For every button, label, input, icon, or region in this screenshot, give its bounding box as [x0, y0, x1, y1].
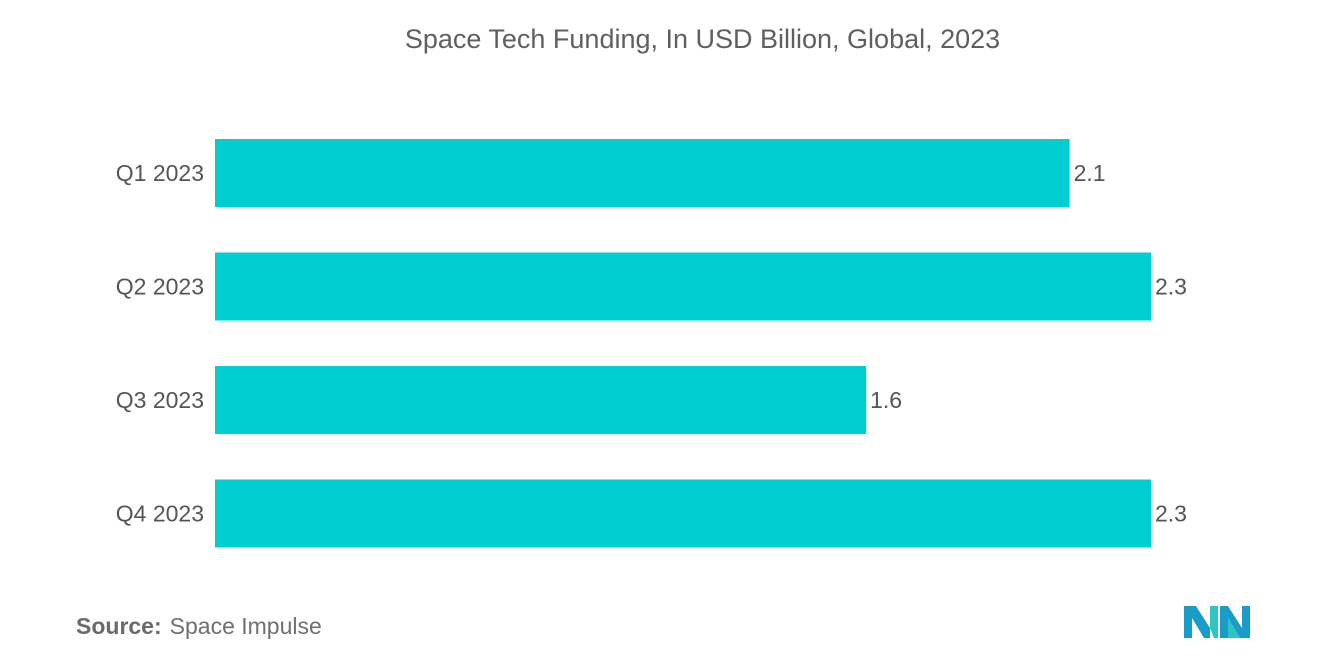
bar-q2-2023	[215, 252, 1151, 321]
category-label: Q4 2023	[116, 501, 204, 527]
category-label: Q2 2023	[116, 274, 204, 300]
source-line: Source: Space Impulse	[76, 613, 322, 640]
bar-chart: Q1 2023 2.1 Q2 2023 2.3 Q3 2023 1.6 Q4 2023 2.3	[116, 139, 1187, 548]
category-label: Q1 2023	[116, 160, 204, 186]
source-value: Space Impulse	[169, 613, 322, 639]
bar-q1-2023	[215, 139, 1070, 207]
mordor-intelligence-logo-icon	[1184, 606, 1250, 638]
bar-q4-2023	[215, 479, 1151, 548]
category-label: Q3 2023	[116, 387, 204, 413]
value-label: 2.1	[1074, 160, 1106, 186]
bar-q3-2023	[215, 366, 867, 434]
value-label: 1.6	[870, 387, 902, 413]
source-label: Source:	[76, 613, 162, 639]
value-label: 2.3	[1155, 501, 1187, 527]
chart-title: Space Tech Funding, In USD Billion, Glob…	[404, 24, 1001, 54]
value-label: 2.3	[1155, 274, 1187, 300]
